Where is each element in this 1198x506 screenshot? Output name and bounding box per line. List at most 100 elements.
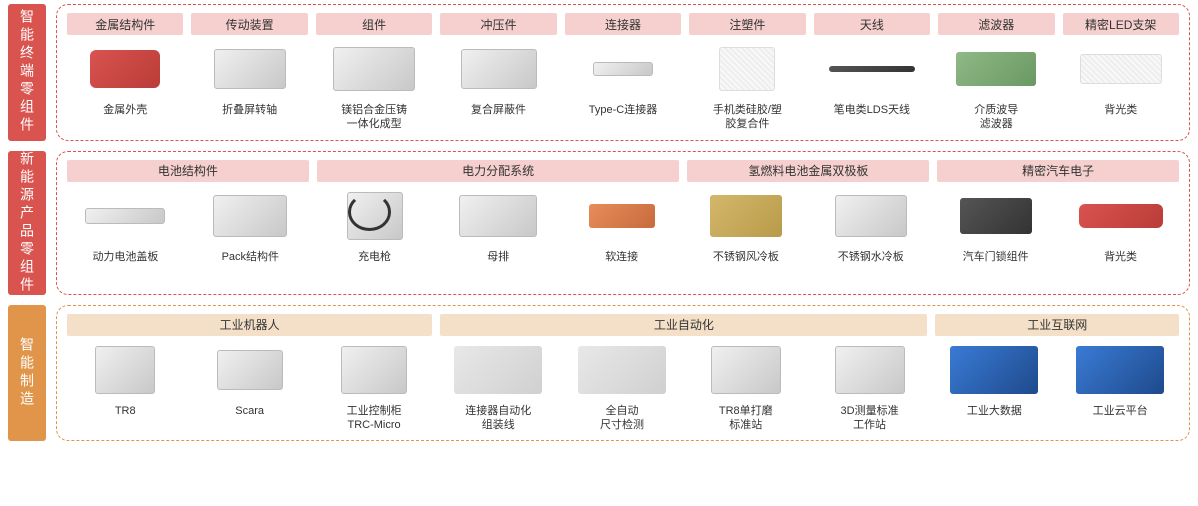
- group-items: 工业大数据工业云平台: [935, 342, 1179, 418]
- group: 冲压件复合屏蔽件: [440, 13, 556, 132]
- item: TR8: [67, 342, 183, 433]
- group-items: 复合屏蔽件: [440, 41, 556, 117]
- placeholder-image: [1076, 346, 1164, 394]
- placeholder-image: [950, 346, 1038, 394]
- item-image: [67, 188, 184, 244]
- placeholder-image: [956, 52, 1036, 86]
- item-caption: 不锈钢风冷板: [713, 250, 779, 264]
- item-caption: 工业大数据: [967, 404, 1022, 418]
- placeholder-image: [835, 346, 905, 394]
- group-header: 天线: [814, 13, 930, 35]
- group-header: 电池结构件: [67, 160, 309, 182]
- group-items: 手机类硅胶/塑 胶复合件: [689, 41, 805, 132]
- group: 金属结构件金属外壳: [67, 13, 183, 132]
- item-caption: 折叠屏转轴: [222, 103, 277, 117]
- item-caption: Pack结构件: [222, 250, 279, 264]
- item-image: [67, 41, 183, 97]
- section-smart-terminal: 智能终端零组件金属结构件金属外壳传动装置折叠屏转轴组件镁铝合金压铸 一体化成型冲…: [8, 4, 1190, 141]
- item: 3D测量标准 工作站: [812, 342, 928, 433]
- item: 背光类: [1062, 188, 1179, 264]
- item-image: [1061, 342, 1179, 398]
- group-items: 金属外壳: [67, 41, 183, 117]
- item-image: [564, 342, 680, 398]
- group: 电力分配系统充电枪母排软连接: [317, 160, 680, 286]
- placeholder-image: [589, 204, 655, 228]
- item-image: [565, 41, 681, 97]
- item-caption: 镁铝合金压铸 一体化成型: [341, 103, 407, 132]
- group-header: 精密LED支架: [1063, 13, 1179, 35]
- item: 背光类: [1063, 41, 1179, 117]
- group: 精密LED支架背光类: [1063, 13, 1179, 132]
- group-header: 工业互联网: [935, 314, 1179, 336]
- group-header: 注塑件: [689, 13, 805, 35]
- group-header: 工业机器人: [67, 314, 432, 336]
- item: 不锈钢风冷板: [687, 188, 804, 264]
- item-image: [440, 342, 556, 398]
- item-image: [564, 188, 680, 244]
- placeholder-image: [333, 47, 415, 91]
- group-items: 介质波导 滤波器: [938, 41, 1054, 132]
- group-items: 背光类: [1063, 41, 1179, 117]
- group-header: 工业自动化: [440, 314, 927, 336]
- placeholder-image: [1080, 54, 1162, 84]
- item-caption: 汽车门锁组件: [963, 250, 1029, 264]
- item-caption: 全自动 尺寸检测: [600, 404, 644, 433]
- item: 笔电类LDS天线: [814, 41, 930, 117]
- group-items: 连接器自动化 组装线全自动 尺寸检测 TR8单打磨 标准站 3D测量标准 工作站: [440, 342, 927, 433]
- item: 软连接: [564, 188, 680, 264]
- group: 连接器Type-C连接器: [565, 13, 681, 132]
- item-image: [191, 342, 307, 398]
- group: 滤波器介质波导 滤波器: [938, 13, 1054, 132]
- section-content: 电池结构件动力电池盖板Pack结构件电力分配系统充电枪母排软连接氢燃料电池金属双…: [56, 151, 1190, 295]
- group-items: 折叠屏转轴: [191, 41, 307, 117]
- section-smart-mfg: 智能制造工业机器人TR8Scara工业控制柜 TRC-Micro工业自动化连接器…: [8, 305, 1190, 442]
- item: 动力电池盖板: [67, 188, 184, 264]
- section-content: 金属结构件金属外壳传动装置折叠屏转轴组件镁铝合金压铸 一体化成型冲压件复合屏蔽件…: [56, 4, 1190, 141]
- placeholder-image: [90, 50, 160, 88]
- placeholder-image: [1079, 204, 1163, 228]
- group-header: 滤波器: [938, 13, 1054, 35]
- section-new-energy: 新能源产品零组件电池结构件动力电池盖板Pack结构件电力分配系统充电枪母排软连接…: [8, 151, 1190, 295]
- item-image: [440, 41, 556, 97]
- item-caption: TR8单打磨 标准站: [719, 404, 773, 433]
- item-image: [812, 188, 929, 244]
- item-image: [1063, 41, 1179, 97]
- item-image: [191, 41, 307, 97]
- item-caption: 金属外壳: [103, 103, 147, 117]
- group-items: 不锈钢风冷板不锈钢水冷板: [687, 188, 929, 264]
- item-image: [687, 188, 804, 244]
- item-image: [316, 41, 432, 97]
- item: 手机类硅胶/塑 胶复合件: [689, 41, 805, 132]
- item: 工业控制柜 TRC-Micro: [316, 342, 432, 433]
- placeholder-image: [835, 195, 907, 237]
- item-caption: 母排: [487, 250, 509, 264]
- item-caption: Scara: [235, 404, 264, 418]
- item-caption: 背光类: [1104, 103, 1137, 117]
- group-items: 汽车门锁组件 背光类: [937, 188, 1179, 264]
- item: 复合屏蔽件: [440, 41, 556, 117]
- item-image: [812, 342, 928, 398]
- item-image: [937, 188, 1054, 244]
- item-caption: TR8: [115, 404, 136, 418]
- placeholder-image: [461, 49, 537, 89]
- group-header: 组件: [316, 13, 432, 35]
- group: 天线笔电类LDS天线: [814, 13, 930, 132]
- item-image: [317, 188, 433, 244]
- section-label: 智能制造: [8, 305, 46, 442]
- item-caption: Type-C连接器: [589, 103, 657, 117]
- group-header: 电力分配系统: [317, 160, 680, 182]
- placeholder-image: [214, 49, 286, 89]
- group: 工业机器人 TR8 Scara 工业控制柜 TRC-Micro: [67, 314, 432, 433]
- item: Pack结构件: [192, 188, 309, 264]
- placeholder-image: [960, 198, 1032, 234]
- item: 连接器自动化 组装线: [440, 342, 556, 433]
- item: 金属外壳: [67, 41, 183, 117]
- item: 汽车门锁组件: [937, 188, 1054, 264]
- item-caption: 软连接: [605, 250, 638, 264]
- placeholder-image: [593, 62, 653, 76]
- group-items: 镁铝合金压铸 一体化成型: [316, 41, 432, 132]
- group-items: 充电枪母排软连接: [317, 188, 680, 264]
- group: 工业自动化连接器自动化 组装线全自动 尺寸检测 TR8单打磨 标准站 3D测量标准 …: [440, 314, 927, 433]
- placeholder-image: [347, 192, 403, 240]
- placeholder-image: [719, 47, 775, 91]
